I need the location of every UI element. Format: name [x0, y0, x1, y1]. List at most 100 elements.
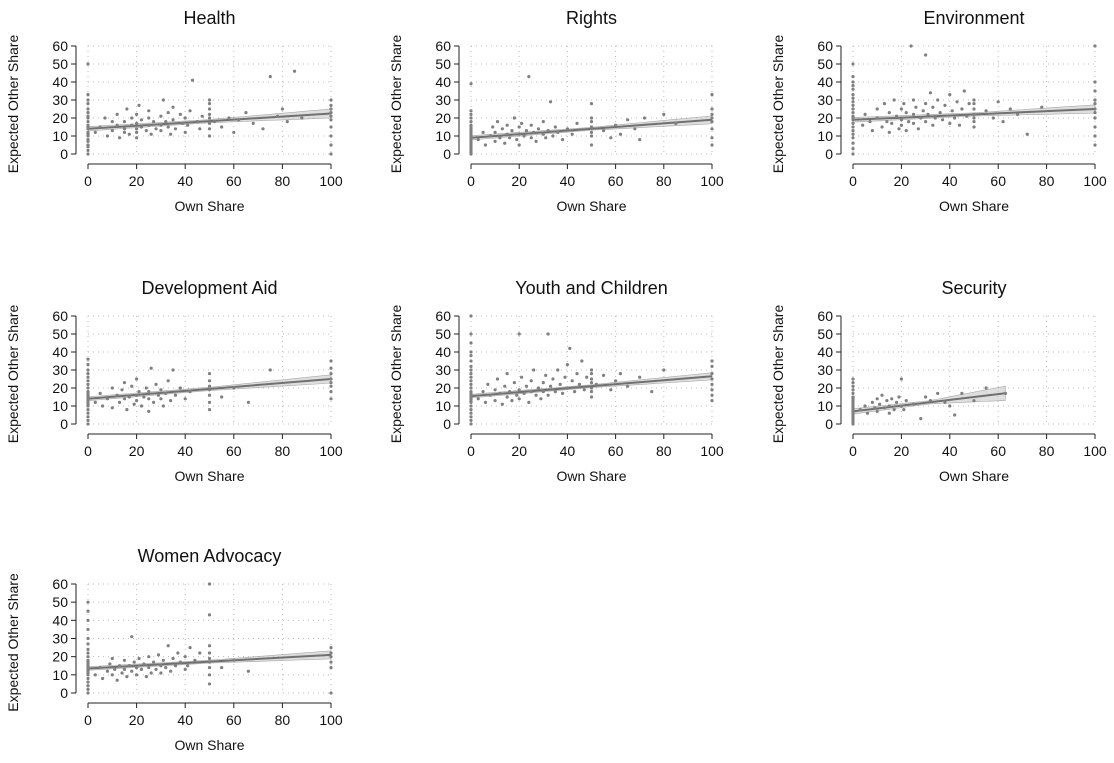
data-point [329, 359, 333, 363]
data-point [86, 415, 90, 419]
data-point [329, 691, 333, 695]
data-point [553, 390, 557, 394]
data-point [110, 656, 114, 661]
x-tick-label: 0 [849, 173, 857, 189]
data-point [86, 642, 90, 646]
data-point [589, 377, 594, 381]
data-point [563, 375, 567, 379]
scatter-panel: Health 0 10 20 30 40 50 60 0 20 40 60 80 100 Own Share… [5, 8, 343, 214]
scatter-panel: Youth and Children 0 10 20 30 40 50 60 0 20 40 60 80… [388, 278, 724, 484]
data-point [227, 116, 231, 120]
data-point [329, 134, 333, 138]
y-tick-label: 60 [52, 576, 68, 592]
data-point [710, 377, 714, 381]
x-axis-label: Own Share [939, 468, 1009, 484]
data-point [928, 399, 933, 403]
data-point [135, 665, 139, 670]
data-point [207, 656, 212, 661]
data-point [899, 107, 904, 111]
data-point [972, 98, 976, 102]
data-point [120, 388, 124, 392]
data-point [568, 346, 572, 350]
data-point [183, 655, 187, 659]
data-point [710, 393, 714, 397]
data-point [507, 136, 512, 140]
data-point [207, 379, 212, 383]
data-point [132, 660, 136, 664]
data-point [614, 379, 618, 383]
data-point [161, 658, 165, 662]
data-point [147, 655, 151, 659]
data-point [135, 377, 139, 381]
data-point [86, 684, 90, 688]
x-tick-label: 80 [1039, 443, 1055, 459]
data-point [890, 121, 894, 125]
data-point [972, 112, 976, 116]
data-point [710, 120, 714, 124]
data-point [931, 105, 935, 109]
data-point [851, 388, 855, 392]
data-point [565, 127, 570, 131]
x-tick-label: 60 [608, 443, 624, 459]
y-tick-label: 20 [435, 110, 451, 126]
y-tick-label: 40 [817, 74, 833, 90]
y-axis-label: Expected Other Share [5, 35, 21, 174]
y-tick-label: 20 [52, 380, 68, 396]
data-point [100, 404, 105, 408]
x-tick-label: 80 [656, 443, 672, 459]
data-point [220, 665, 224, 670]
data-point [585, 375, 589, 379]
x-tick-label: 20 [511, 173, 527, 189]
data-point [115, 112, 119, 116]
data-point [710, 382, 714, 386]
data-point [120, 671, 124, 675]
data-point [122, 381, 127, 385]
data-point [878, 402, 882, 406]
data-point [86, 93, 90, 97]
data-point [943, 400, 947, 404]
data-point [469, 404, 473, 408]
data-point [556, 368, 560, 372]
data-point [86, 368, 90, 372]
data-point [469, 109, 473, 113]
data-point [232, 658, 236, 662]
data-point [851, 132, 855, 136]
data-point [469, 408, 473, 412]
data-point [469, 112, 473, 116]
data-point [149, 132, 153, 136]
y-tick-label: 60 [52, 308, 68, 324]
data-point [868, 120, 872, 124]
data-point [110, 673, 114, 677]
data-point [902, 102, 906, 106]
scatter-panel: Women Advocacy 0 10 20 30 40 50 60 0 20 40 60 80 100 O… [5, 546, 343, 753]
data-point [851, 129, 855, 133]
data-point [159, 664, 163, 668]
data-point [965, 114, 969, 118]
data-point [127, 664, 131, 668]
confidence-band [87, 374, 332, 402]
data-point [183, 667, 187, 671]
x-tick-label: 100 [700, 173, 724, 189]
data-point [207, 121, 212, 125]
x-tick-label: 80 [656, 173, 672, 189]
data-point [200, 114, 204, 118]
data-point [139, 404, 144, 408]
data-point [190, 78, 195, 82]
x-axis-label: Own Share [174, 468, 244, 484]
data-point [894, 114, 899, 118]
y-tick-label: 30 [435, 92, 451, 108]
x-tick-label: 40 [560, 173, 576, 189]
data-point [589, 381, 594, 385]
data-point [161, 404, 165, 408]
data-point [500, 127, 504, 131]
data-point [469, 390, 473, 394]
data-point [618, 132, 623, 136]
data-point [948, 404, 952, 408]
y-tick-label: 0 [825, 416, 833, 432]
data-point [1093, 44, 1097, 48]
data-point [147, 116, 151, 120]
data-point [517, 143, 521, 147]
data-point [936, 98, 940, 102]
data-point [173, 664, 178, 668]
y-axis-label: Expected Other Share [770, 35, 786, 174]
